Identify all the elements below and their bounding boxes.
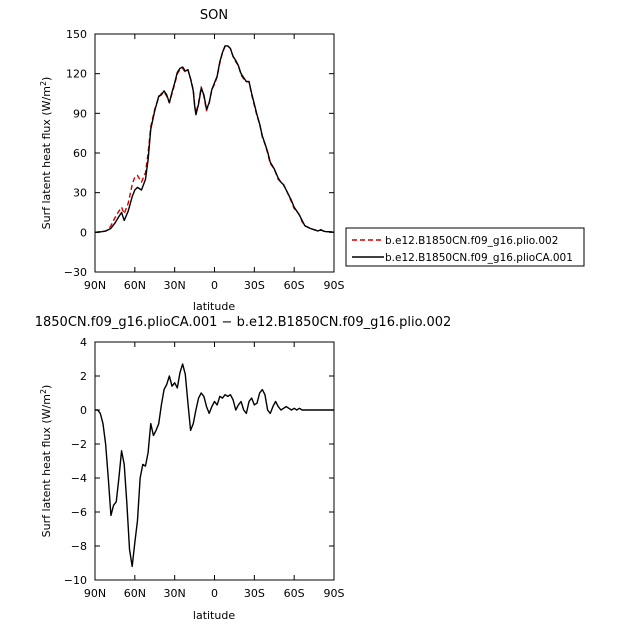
bottom-panel-title: 1850CN.f09_g16.plioCA.001 − b.e12.B1850C… [35,315,452,330]
legend: b.e12.B1850CN.f09_g16.plio.002 b.e12.B18… [345,227,585,267]
legend-box [345,227,585,267]
top-x-tick-label: 30S [244,279,265,292]
top-y-tick-label: 150 [66,28,87,41]
bottom-y-axis-title: Surf latent heat flux (W/m2) [39,385,53,538]
bottom-series-line-0 [95,363,334,568]
top-panel: SON −30 0 30 60 90 120 150 90N 60N 30N 0 30S 60S 90S… [39,8,585,313]
bottom-y-tick-label: −6 [71,506,87,519]
legend-label-plioca: b.e12.B1850CN.f09_g16.plioCA.001 [385,252,573,264]
bottom-x-tick-label: 0 [211,587,218,600]
bottom-panel: 1850CN.f09_g16.plioCA.001 − b.e12.B1850C… [35,315,452,622]
top-y-axis: −30 0 30 60 90 120 150 [64,28,334,279]
bottom-x-tick-label: 30N [164,587,186,600]
legend-label-plio: b.e12.B1850CN.f09_g16.plio.002 [385,235,558,247]
top-x-tick-label: 30N [164,279,186,292]
bottom-y-tick-label: 4 [80,336,87,349]
top-x-tick-label: 90S [324,279,345,292]
bottom-y-tick-label: 0 [80,404,87,417]
bottom-x-axis-title: latitude [193,609,235,622]
bottom-y-tick-label: −8 [71,540,87,553]
bottom-y-tick-label: 2 [80,370,87,383]
top-y-tick-label: 0 [80,226,87,239]
bottom-plot-frame [94,341,335,581]
bottom-x-tick-label: 30S [244,587,265,600]
top-y-tick-label: 90 [73,107,87,120]
top-series-line-1 [95,45,334,234]
bottom-x-tick-label: 60S [284,587,305,600]
top-y-tick-label: −30 [64,266,87,279]
top-x-axis-title: latitude [193,300,235,313]
top-y-tick-label: 120 [66,68,87,81]
bottom-x-tick-label: 90S [324,587,345,600]
top-x-tick-label: 90N [84,279,106,292]
top-y-axis-title: Surf latent heat flux (W/m2) [39,77,53,230]
bottom-x-tick-label: 60N [124,587,146,600]
top-x-tick-label: 0 [211,279,218,292]
bottom-y-tick-label: −2 [71,438,87,451]
top-plot-frame [94,33,335,273]
bottom-x-axis: 90N 60N 30N 0 30S 60S 90S [84,342,345,600]
top-x-tick-label: 60N [124,279,146,292]
bottom-y-axis: −10 −8 −6 −4 −2 0 2 4 [64,336,334,587]
bottom-series-group [95,363,334,568]
top-series-line-0 [95,45,334,234]
top-y-tick-label: 60 [73,147,87,160]
bottom-y-tick-label: −4 [71,472,87,485]
top-series-group [95,45,334,234]
top-panel-title: SON [200,8,228,23]
top-x-tick-label: 60S [284,279,305,292]
bottom-y-tick-label: −10 [64,574,87,587]
bottom-x-tick-label: 90N [84,587,106,600]
top-x-axis: 90N 60N 30N 0 30S 60S 90S [84,34,345,292]
top-y-tick-label: 30 [73,187,87,200]
